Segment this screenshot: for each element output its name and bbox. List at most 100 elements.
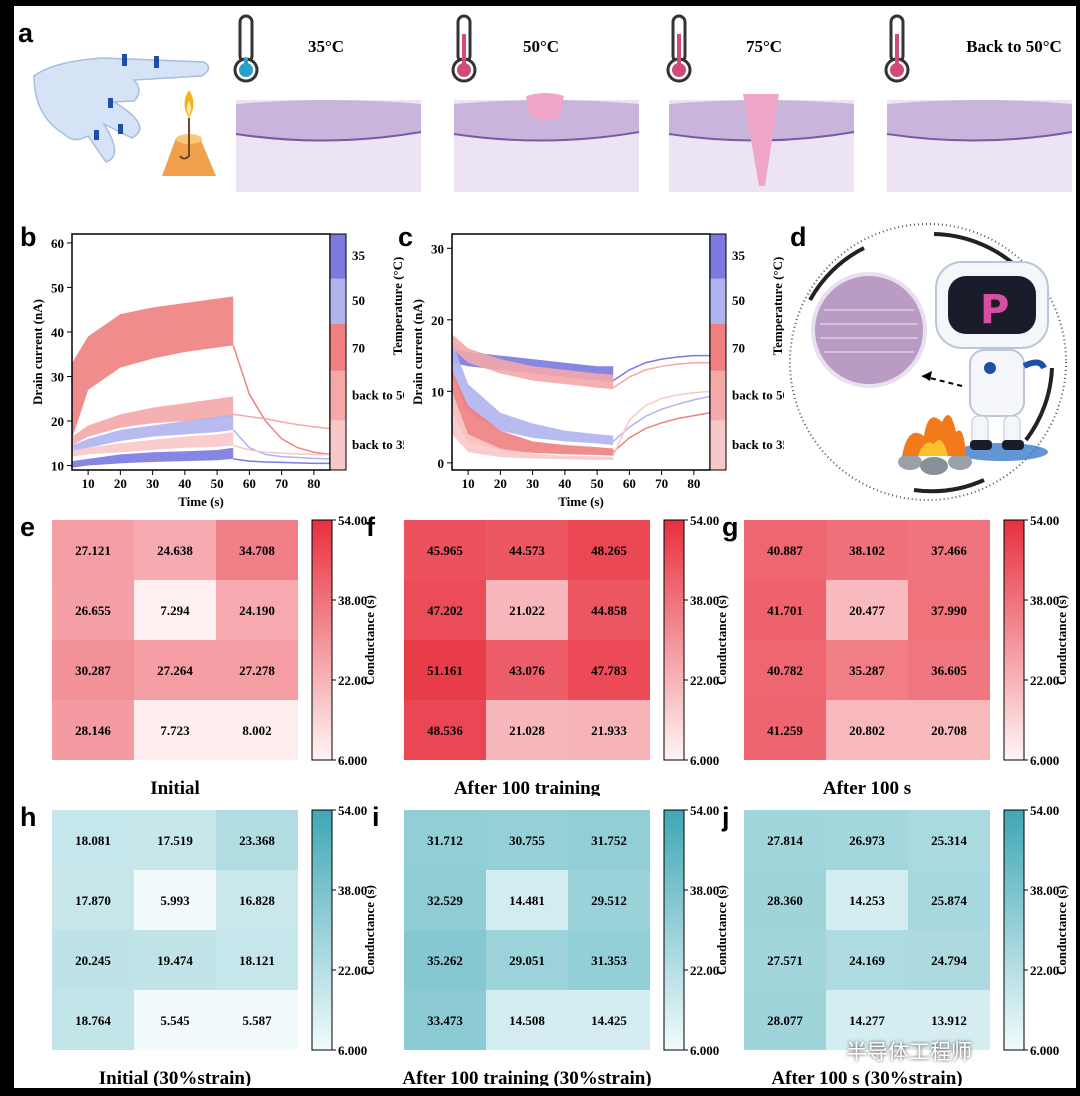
panel-label-i: i [372, 802, 380, 832]
colorbar-segment [710, 278, 726, 324]
heatmap-cell [908, 810, 990, 870]
temperature-label: Back to 50°C [966, 37, 1062, 56]
heatmap-cell-label: 35.287 [849, 663, 885, 678]
tissue-panels: 35°C 50°C 75°C Back to 50°C [233, 14, 1073, 192]
colorbar-tick-label: 70 [732, 340, 745, 355]
heatmap-cell-label: 40.887 [767, 543, 803, 558]
heatmap-cell-label: 31.712 [427, 833, 463, 848]
x-tick-label: 40 [558, 476, 571, 491]
heatmap-cell [568, 810, 650, 870]
heatmap-g: 40.887 38.102 37.466 41.701 20.477 37.990 40.7… [744, 513, 1069, 796]
x-tick-label: 20 [494, 476, 507, 491]
colorbar-label: Conductance (s) [1054, 595, 1069, 685]
y-tick-label: 20 [431, 313, 444, 328]
colorbar-tick-label: 38.00 [690, 883, 719, 898]
y-tick-label: 40 [51, 325, 64, 340]
heatmap-cell [134, 520, 216, 580]
x-tick-label: 70 [655, 476, 668, 491]
heatmap-cell-label: 29.051 [509, 953, 545, 968]
heatmap-cell-label: 26.655 [75, 603, 111, 618]
heatmap-cell-label: 27.278 [239, 663, 275, 678]
thermometer-icon [238, 14, 254, 64]
heatmap-cell [744, 990, 826, 1050]
colorbar-tick-label: back to 50 [732, 387, 784, 402]
colorbar-label: Temperature (°C) [770, 257, 784, 356]
heatmap-cell-label: 28.146 [75, 723, 111, 738]
thermometer-fill [239, 63, 253, 77]
heatmap-cell [908, 930, 990, 990]
heatmap-cell [568, 870, 650, 930]
heatmap-cell [744, 810, 826, 870]
temperature-label: 75°C [746, 37, 782, 56]
heatmap-cell [404, 700, 486, 760]
panel-a: 35°C 50°C 75°C Back to 50°C [33, 14, 1073, 192]
heatmap-cell-label: 14.253 [849, 893, 885, 908]
heatmap-cell-label: 41.701 [767, 603, 803, 618]
panel-label-e: e [20, 512, 36, 542]
heatmap-cell [908, 990, 990, 1050]
y-tick-label: 30 [51, 369, 64, 384]
colorbar-tick-label: 38.00 [1030, 593, 1059, 608]
series-band [72, 296, 234, 439]
heatmap-cell-label: 25.314 [931, 833, 967, 848]
heatmap-cell-label: 26.973 [849, 833, 885, 848]
panel-label-b: b [20, 222, 37, 252]
heatmap-cell-label: 8.002 [242, 723, 271, 738]
burner-icon [162, 90, 216, 176]
heatmap-cell-label: 7.723 [160, 723, 190, 738]
thermometer-level [462, 34, 466, 68]
colorbar-label: Conductance (s) [714, 595, 729, 685]
heatmap-cell-label: 38.102 [849, 543, 885, 558]
heatmap-cell [134, 640, 216, 700]
heatmap-cell [216, 870, 298, 930]
colorbar-segment [330, 420, 346, 470]
tissue-basal-line [235, 131, 422, 142]
colorbar-tick-label: 6.000 [690, 753, 719, 768]
heatmap-cell-label: 36.605 [931, 663, 967, 678]
heatmap-cell-label: 28.077 [767, 1013, 803, 1028]
heatmap-h: 18.081 17.519 23.368 17.870 5.993 16.828 20.24… [52, 803, 377, 1086]
colorbar-tick-label: 54.00 [338, 513, 367, 528]
series-line [232, 345, 330, 456]
heatmap-cell-label: 16.828 [239, 893, 275, 908]
heatmap-cell-label: 37.990 [931, 603, 967, 618]
x-tick-label: 30 [146, 476, 159, 491]
colorbar-tick-label: 22.00 [1030, 963, 1059, 978]
heatmap-cell-label: 5.993 [160, 893, 190, 908]
heatmap-cell [216, 700, 298, 760]
heatmap-cell-label: 14.277 [849, 1013, 885, 1028]
colorbar-tick-label: 70 [352, 340, 365, 355]
colorbar-segment [330, 323, 346, 371]
heatmap-cell [486, 870, 568, 930]
y-tick-label: 0 [438, 456, 445, 471]
series-line [233, 444, 330, 456]
heatmap-cell [404, 520, 486, 580]
colorbar [663, 809, 685, 1051]
colorbar-tick-label: 22.00 [690, 673, 719, 688]
colorbar-tick-label: back to 50 [352, 387, 404, 402]
y-tick-label: 20 [51, 414, 64, 429]
tissue-epidermis [454, 100, 639, 141]
heatmap-cell [134, 580, 216, 640]
campfire-icon [898, 414, 972, 475]
colorbar-tick-label: 50 [732, 293, 745, 308]
heatmap-cell-label: 20.245 [75, 953, 111, 968]
series-band [452, 341, 614, 445]
heatmap-cell-label: 13.912 [931, 1013, 967, 1028]
series-line [612, 354, 710, 382]
heatmap-cell-label: 43.076 [509, 663, 545, 678]
colorbar-segment [710, 323, 726, 371]
colorbar-tick-label: 54.00 [690, 513, 719, 528]
colorbar-tick-label: 54.00 [1030, 513, 1059, 528]
heatmap-cell-label: 19.474 [157, 953, 193, 968]
heatmap-cell [568, 580, 650, 640]
heatmap-cell-label: 30.755 [509, 833, 545, 848]
heatmap-cell [52, 810, 134, 870]
heatmap-cell [826, 700, 908, 760]
colorbar-tick-label: 6.000 [1030, 753, 1059, 768]
heatmap-cell [826, 930, 908, 990]
heatmap-cell-label: 45.965 [427, 543, 463, 558]
heatmap-cell [568, 930, 650, 990]
series-line [612, 361, 710, 389]
colorbar-tick-label: 50 [352, 293, 365, 308]
